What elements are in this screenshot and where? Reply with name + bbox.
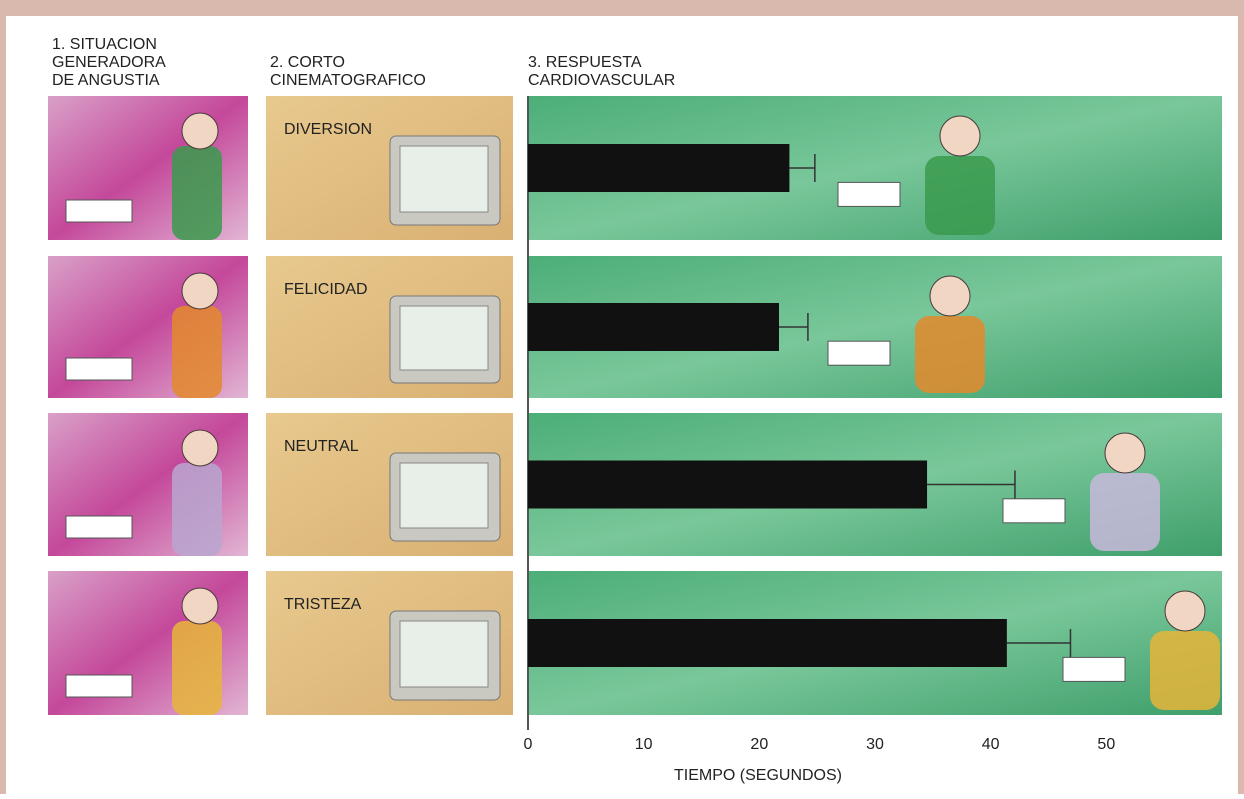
figure xyxy=(172,621,222,715)
figure xyxy=(172,146,222,240)
monitor xyxy=(1063,657,1125,681)
column-header: CARDIOVASCULAR xyxy=(528,72,675,89)
head xyxy=(182,430,218,466)
x-axis-label: TIEMPO (SEGUNDOS) xyxy=(674,767,842,784)
category-label: TRISTEZA xyxy=(284,596,362,613)
x-tick-label: 10 xyxy=(635,736,653,753)
figure xyxy=(172,463,222,556)
figure xyxy=(1090,473,1160,551)
tv-screen xyxy=(400,463,488,528)
bar xyxy=(528,144,789,192)
figure xyxy=(915,316,985,393)
x-tick-label: 40 xyxy=(982,736,1000,753)
figure xyxy=(925,156,995,235)
head xyxy=(182,588,218,624)
chart: 1. SITUACIONGENERADORADE ANGUSTIA 2. CORT… xyxy=(0,0,1244,794)
column-header: DE ANGUSTIA xyxy=(52,72,160,89)
monitor xyxy=(66,516,132,538)
tv-screen xyxy=(400,306,488,370)
column-header: 2. CORTO xyxy=(270,54,345,71)
column-header: GENERADORA xyxy=(52,54,166,71)
monitor xyxy=(828,341,890,365)
figure xyxy=(172,306,222,398)
bar xyxy=(528,303,779,351)
column-header: 1. SITUACION xyxy=(52,36,157,53)
tv-screen xyxy=(400,621,488,687)
x-tick-label: 20 xyxy=(750,736,768,753)
tv-screen xyxy=(400,146,488,212)
head xyxy=(1105,433,1145,473)
monitor xyxy=(838,182,900,206)
monitor xyxy=(66,675,132,697)
category-label: FELICIDAD xyxy=(284,281,368,298)
head xyxy=(940,116,980,156)
category-label: NEUTRAL xyxy=(284,438,359,455)
column-header: CINEMATOGRAFICO xyxy=(270,72,426,89)
head xyxy=(182,273,218,309)
head xyxy=(930,276,970,316)
column-header: 3. RESPUESTA xyxy=(528,54,642,71)
figure xyxy=(1150,631,1220,710)
x-tick-label: 50 xyxy=(1097,736,1115,753)
category-label: DIVERSION xyxy=(284,121,372,138)
monitor xyxy=(66,358,132,380)
head xyxy=(1165,591,1205,631)
bar xyxy=(528,619,1007,667)
monitor xyxy=(1003,499,1065,523)
head xyxy=(182,113,218,149)
bar xyxy=(528,461,927,509)
x-tick-label: 30 xyxy=(866,736,884,753)
x-tick-label: 0 xyxy=(524,736,533,753)
monitor xyxy=(66,200,132,222)
